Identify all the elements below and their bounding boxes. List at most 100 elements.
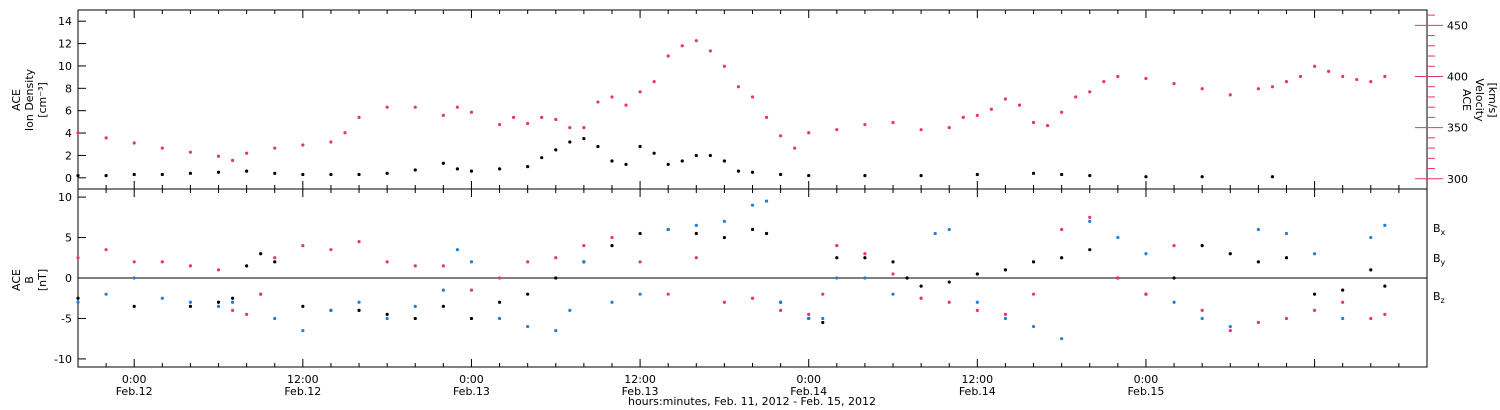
top-data-point bbox=[1017, 103, 1022, 107]
bottom-data-point bbox=[1200, 316, 1204, 321]
top-y-tick-label: 14 bbox=[58, 15, 72, 28]
top-data-point bbox=[1003, 97, 1008, 101]
x-axis-title: hours:minutes, Feb. 11, 2012 - Feb. 15, … bbox=[628, 395, 876, 408]
top-y-axis: 0 2 4 6 8 10 12 14 bbox=[58, 15, 86, 185]
bottom-data-point bbox=[807, 316, 811, 321]
top-data-point bbox=[455, 105, 460, 109]
bottom-data-point bbox=[259, 292, 263, 296]
top-y-tick-label: 6 bbox=[65, 105, 72, 118]
top-data-point bbox=[554, 117, 558, 122]
top-y-tick-label: 12 bbox=[58, 38, 72, 51]
top-data-point bbox=[975, 172, 979, 177]
bottom-data-point bbox=[1383, 223, 1387, 228]
bottom-data-point bbox=[905, 276, 909, 280]
bottom-data-point bbox=[1060, 227, 1064, 232]
top-data-point bbox=[413, 105, 417, 109]
top-data-point bbox=[680, 44, 684, 48]
top-data-point bbox=[441, 113, 445, 117]
bottom-data-point bbox=[1003, 268, 1008, 272]
bottom-data-point bbox=[1144, 252, 1148, 256]
bottom-data-point bbox=[821, 320, 825, 325]
top-data-point bbox=[216, 170, 221, 174]
top-data-point bbox=[216, 154, 221, 158]
bottom-data-point bbox=[1172, 276, 1176, 280]
bottom-data-point bbox=[750, 227, 755, 232]
bottom-data-point bbox=[610, 235, 614, 240]
top-data-point bbox=[1144, 76, 1148, 81]
bottom-ylabel-line-1: ACE bbox=[10, 269, 23, 291]
top-data-point bbox=[1355, 77, 1359, 82]
top-data-point bbox=[1312, 64, 1317, 68]
top-data-point bbox=[750, 170, 755, 174]
bottom-data-point bbox=[1256, 320, 1260, 325]
bottom-data-point bbox=[666, 292, 670, 296]
top-data-point bbox=[385, 171, 389, 175]
top-data-point bbox=[638, 144, 642, 149]
bottom-data-point bbox=[1369, 316, 1373, 321]
bottom-data-point bbox=[230, 300, 235, 304]
x-tick-date-label: Feb.12 bbox=[116, 385, 153, 398]
bottom-data-point bbox=[469, 316, 474, 321]
bottom-data-point bbox=[891, 272, 895, 276]
bottom-data-point bbox=[216, 300, 221, 304]
top-data-point bbox=[357, 172, 361, 177]
bottom-data-point bbox=[764, 231, 769, 236]
bottom-data-point bbox=[1031, 260, 1036, 264]
top-data-point bbox=[793, 146, 797, 150]
bottom-data-point bbox=[1116, 276, 1120, 280]
top-data-point bbox=[329, 140, 333, 144]
top-data-point bbox=[610, 95, 614, 99]
bottom-data-point bbox=[1200, 244, 1204, 248]
bottom-data-point bbox=[807, 312, 811, 317]
top-data-point bbox=[526, 165, 530, 169]
bottom-data-point bbox=[947, 227, 951, 232]
top-data-point bbox=[863, 173, 867, 178]
top-data-point bbox=[1200, 175, 1204, 179]
top-data-point bbox=[568, 140, 572, 144]
top-data-point bbox=[413, 168, 417, 172]
bottom-data-point bbox=[975, 300, 979, 304]
top-data-point bbox=[722, 159, 726, 163]
top-data-point bbox=[132, 172, 136, 177]
bottom-data-point bbox=[216, 268, 221, 272]
top-data-point bbox=[750, 95, 755, 99]
top-data-point bbox=[245, 151, 249, 155]
x-tick-date-label: Feb.15 bbox=[1127, 385, 1164, 398]
bottom-data-point bbox=[188, 264, 193, 268]
bottom-y-axis: -10 -5 0 5 10 bbox=[54, 191, 86, 366]
legend-entry-subscript: x bbox=[1441, 228, 1446, 237]
bottom-data-point bbox=[1228, 324, 1232, 329]
legend-entry: Bx bbox=[1433, 222, 1446, 237]
bottom-data-point bbox=[413, 316, 417, 321]
bottom-data-point bbox=[1144, 292, 1148, 296]
legend-entry-base: B bbox=[1433, 290, 1441, 303]
bottom-data-point bbox=[947, 300, 951, 304]
legend-entry-subscript: y bbox=[1441, 258, 1446, 267]
bottom-data-point bbox=[273, 256, 277, 260]
bottom-data-point bbox=[259, 252, 263, 256]
top-data-point bbox=[666, 162, 670, 166]
bottom-data-point bbox=[1284, 231, 1289, 236]
top-data-point bbox=[919, 128, 923, 132]
top-data-point bbox=[596, 144, 600, 149]
top-y-tick-label: 4 bbox=[65, 127, 72, 140]
top-data-point bbox=[624, 103, 628, 107]
x-tick-date-label: Feb.14 bbox=[959, 385, 996, 398]
bottom-data-point bbox=[1172, 300, 1176, 304]
bottom-data-point bbox=[1341, 316, 1345, 321]
bottom-data-point bbox=[413, 264, 417, 268]
bottom-data-point bbox=[694, 231, 698, 236]
bottom-data-point bbox=[750, 203, 755, 207]
x-tick-time-label: 0:00 bbox=[122, 373, 147, 386]
top-data-point bbox=[554, 148, 558, 152]
bottom-data-point bbox=[582, 260, 586, 264]
top-data-point bbox=[596, 100, 600, 104]
top-data-points bbox=[76, 39, 1387, 179]
top-data-point bbox=[245, 169, 249, 173]
top-data-point bbox=[1060, 172, 1064, 177]
top-data-point bbox=[764, 115, 769, 119]
x-tick-date-label: Feb.13 bbox=[622, 385, 659, 398]
top-y2label-line-3: [km/s] bbox=[1486, 82, 1499, 117]
top-data-point bbox=[1031, 171, 1036, 175]
